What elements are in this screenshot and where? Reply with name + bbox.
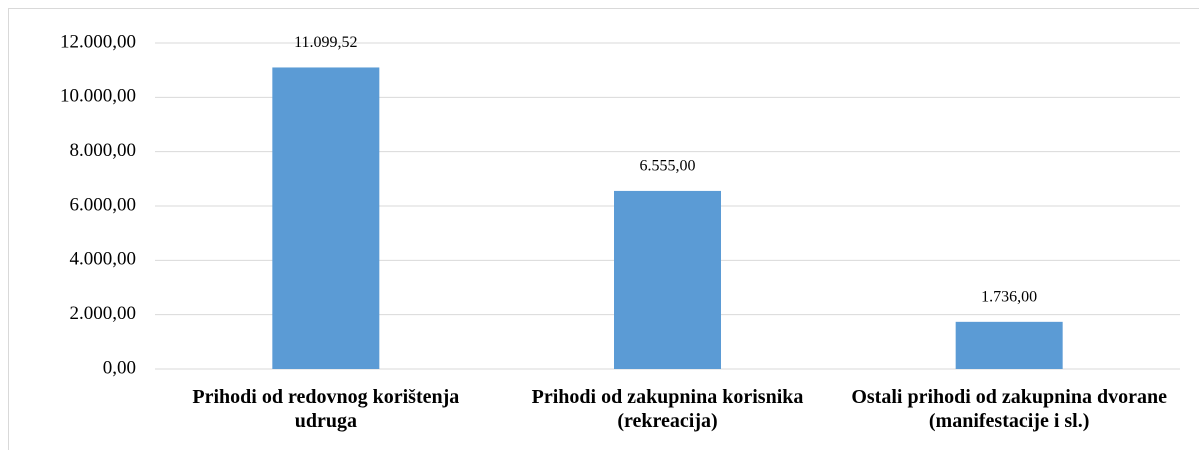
bar <box>614 190 721 369</box>
x-tick-label-box: Prihodi od zakupnina korisnika (rekreaci… <box>531 386 804 432</box>
value-label: 11.099,52 <box>294 34 357 51</box>
x-tick-label-box: Ostali prihodi od zakupnina dvorane (man… <box>851 386 1167 432</box>
x-tick-label: Ostali prihodi od zakupnina dvorane (man… <box>851 386 1167 432</box>
y-tick-label: 4.000,00 <box>70 249 137 270</box>
y-tick-label: 6.000,00 <box>70 194 137 215</box>
y-tick-label: 0,00 <box>103 357 136 378</box>
y-tick-label: 8.000,00 <box>70 140 137 161</box>
x-tick-label: Prihodi od redovnog korištenja udruga <box>192 386 460 432</box>
value-label: 6.555,00 <box>640 158 696 175</box>
y-tick-label: 12.000,00 <box>60 31 136 52</box>
chart-frame <box>8 8 1199 450</box>
x-tick-label-box: Prihodi od redovnog korištenja udruga <box>192 386 460 432</box>
y-tick-label: 10.000,00 <box>60 86 136 107</box>
bar <box>955 321 1063 369</box>
value-label: 1.736,00 <box>981 289 1037 306</box>
y-tick-label: 2.000,00 <box>70 303 137 324</box>
bar <box>272 67 380 369</box>
x-tick-label: Prihodi od zakupnina korisnika (rekreaci… <box>531 386 804 432</box>
